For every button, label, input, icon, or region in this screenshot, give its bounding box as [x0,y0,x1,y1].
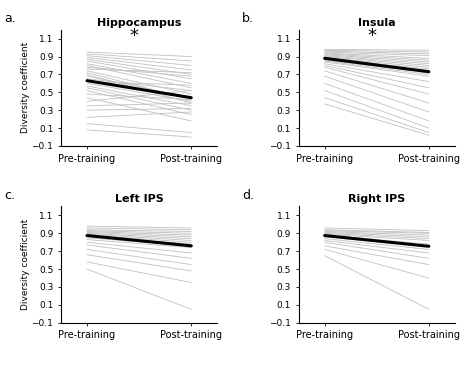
Title: Insula: Insula [358,17,395,27]
Title: Left IPS: Left IPS [115,194,164,204]
Text: *: * [129,27,138,45]
Text: b.: b. [242,12,254,25]
Title: Hippocampus: Hippocampus [97,17,182,27]
Y-axis label: Diversity coefficient: Diversity coefficient [21,42,30,134]
Text: *: * [367,27,376,45]
Title: Right IPS: Right IPS [348,194,405,204]
Text: c.: c. [5,189,15,202]
Text: d.: d. [242,189,254,202]
Y-axis label: Diversity coefficient: Diversity coefficient [21,219,30,310]
Text: a.: a. [5,12,16,25]
